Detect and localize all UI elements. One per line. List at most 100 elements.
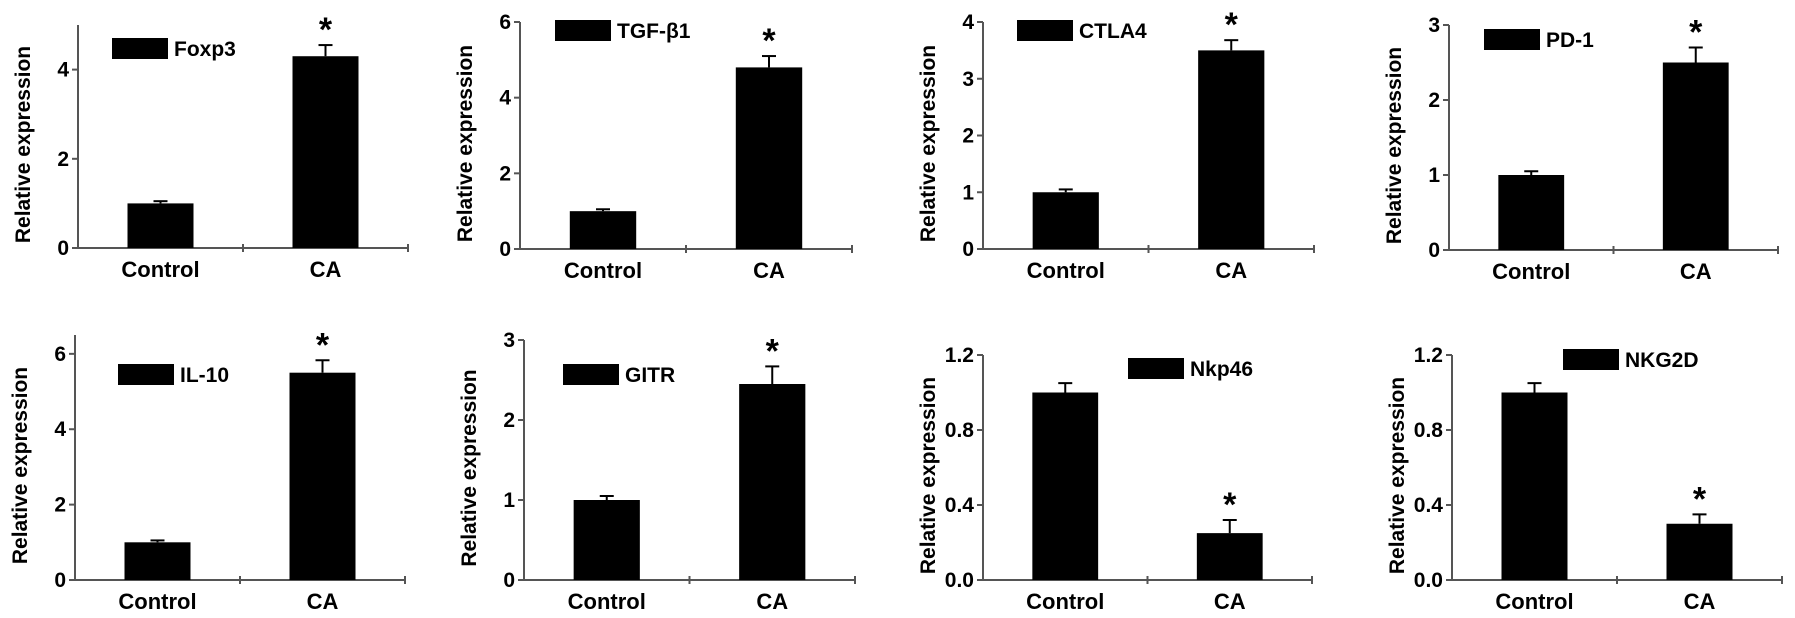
significance-marker: *: [1689, 14, 1703, 52]
y-tick-label: 2: [499, 162, 511, 185]
bar-control: [124, 542, 191, 580]
x-tick-label: Control: [1027, 258, 1105, 283]
significance-marker: *: [316, 326, 330, 364]
x-tick-label: CA: [1214, 589, 1246, 614]
legend-label: CTLA4: [1079, 20, 1147, 43]
bar-ca: [289, 372, 356, 580]
chart-panel-foxp3: 0 2 4 Relative expression Control * CA Foxp3: [12, 11, 409, 282]
y-tick-label: 0.8: [1414, 419, 1444, 442]
y-axis-label: Relative expression: [9, 367, 32, 564]
y-tick-label: 1: [962, 181, 974, 204]
x-tick-label: Control: [1026, 589, 1104, 614]
significance-marker: *: [762, 22, 776, 60]
chart-panel-gitr: 0 1 2 3 Relative expression Control * CA GITR: [458, 329, 856, 614]
x-tick-label: Control: [1492, 259, 1570, 284]
significance-marker: *: [1225, 6, 1239, 44]
y-tick-label: 1: [1428, 164, 1440, 187]
bar-control: [1501, 392, 1568, 580]
bar-ca: [1662, 62, 1729, 250]
bar-ca: [739, 384, 806, 580]
significance-marker: *: [1223, 486, 1237, 524]
y-tick-label: 0: [57, 237, 69, 260]
significance-marker: *: [1693, 480, 1707, 518]
legend-label: TGF-β1: [617, 20, 691, 43]
y-tick-label: 2: [503, 409, 515, 432]
legend-swatch: [1128, 358, 1184, 379]
legend-swatch: [118, 364, 174, 385]
bar-ca: [292, 56, 359, 248]
y-tick-label: 6: [54, 343, 66, 366]
y-tick-label: 0: [503, 569, 515, 592]
y-tick-label: 6: [499, 11, 511, 34]
legend-label: Nkp46: [1190, 358, 1253, 381]
legend-label: NKG2D: [1625, 349, 1699, 372]
x-tick-label: Control: [118, 589, 196, 614]
bar-ca: [735, 67, 803, 250]
chart-panel-il10: 0 2 4 6 Relative expression Control * CA IL-10: [9, 326, 406, 614]
legend-swatch: [563, 364, 619, 385]
y-tick-label: 1.2: [945, 344, 974, 367]
y-tick-label: 2: [1428, 89, 1440, 112]
x-tick-label: Control: [121, 257, 199, 282]
bar-control: [127, 203, 194, 248]
y-tick-label: 4: [54, 418, 66, 441]
y-axis-label: Relative expression: [454, 45, 477, 242]
legend-label: GITR: [625, 364, 675, 387]
y-tick-label: 0.0: [1414, 569, 1443, 592]
y-tick-label: 4: [499, 87, 511, 110]
x-tick-label: CA: [310, 257, 342, 282]
bar-ca: [1198, 50, 1265, 249]
x-tick-label: Control: [568, 589, 646, 614]
y-axis-label: Relative expression: [12, 46, 35, 243]
chart-panel-pd1: 0 1 2 3 Relative expression Control * CA PD-1: [1383, 14, 1779, 284]
y-tick-label: 0.8: [945, 419, 975, 442]
bar-control: [1498, 175, 1565, 250]
significance-marker: *: [766, 332, 780, 370]
y-tick-label: 0.4: [945, 494, 975, 517]
y-tick-label: 0.4: [1414, 494, 1444, 517]
x-tick-label: Control: [564, 258, 642, 283]
y-tick-label: 0: [54, 569, 66, 592]
x-tick-label: CA: [1684, 589, 1716, 614]
legend-swatch: [1563, 349, 1619, 370]
y-tick-label: 4: [57, 59, 69, 82]
y-tick-label: 4: [962, 11, 974, 34]
bar-control: [1032, 192, 1099, 249]
bar-control: [573, 500, 640, 580]
x-tick-label: Control: [1495, 589, 1573, 614]
x-tick-label: CA: [753, 258, 785, 283]
y-tick-label: 0: [1428, 239, 1440, 262]
legend-label: IL-10: [180, 364, 229, 387]
legend-swatch: [1017, 20, 1073, 41]
y-tick-label: 3: [503, 329, 515, 352]
chart-panel-ctla4: 0 1 2 3 4 Relative expression Control * CA CTLA4: [917, 6, 1315, 283]
bar-ca: [1666, 523, 1733, 580]
x-tick-label: CA: [1680, 259, 1712, 284]
bar-ca: [1196, 533, 1263, 580]
y-tick-label: 0.0: [945, 569, 974, 592]
y-tick-label: 3: [1428, 14, 1440, 37]
legend-label: PD-1: [1546, 29, 1594, 52]
y-tick-label: 1.2: [1414, 344, 1443, 367]
x-tick-label: CA: [1215, 258, 1247, 283]
bar-control: [1032, 392, 1099, 580]
y-tick-label: 2: [57, 148, 69, 171]
y-tick-label: 0: [499, 238, 511, 261]
y-tick-label: 2: [54, 494, 66, 517]
x-tick-label: CA: [307, 589, 339, 614]
y-axis-label: Relative expression: [917, 45, 940, 242]
legend-swatch: [112, 38, 168, 59]
y-axis-label: Relative expression: [1386, 377, 1409, 574]
x-tick-label: CA: [756, 589, 788, 614]
y-tick-label: 2: [962, 125, 974, 148]
chart-panel-tgf1: 0 2 4 6 Relative expression Control * CA TGF-β1: [454, 11, 853, 283]
y-axis-label: Relative expression: [458, 369, 481, 566]
y-tick-label: 3: [962, 68, 974, 91]
y-axis-label: Relative expression: [1383, 47, 1406, 244]
legend-swatch: [1484, 29, 1540, 50]
legend-label: Foxp3: [174, 38, 236, 61]
y-tick-label: 0: [962, 238, 974, 261]
